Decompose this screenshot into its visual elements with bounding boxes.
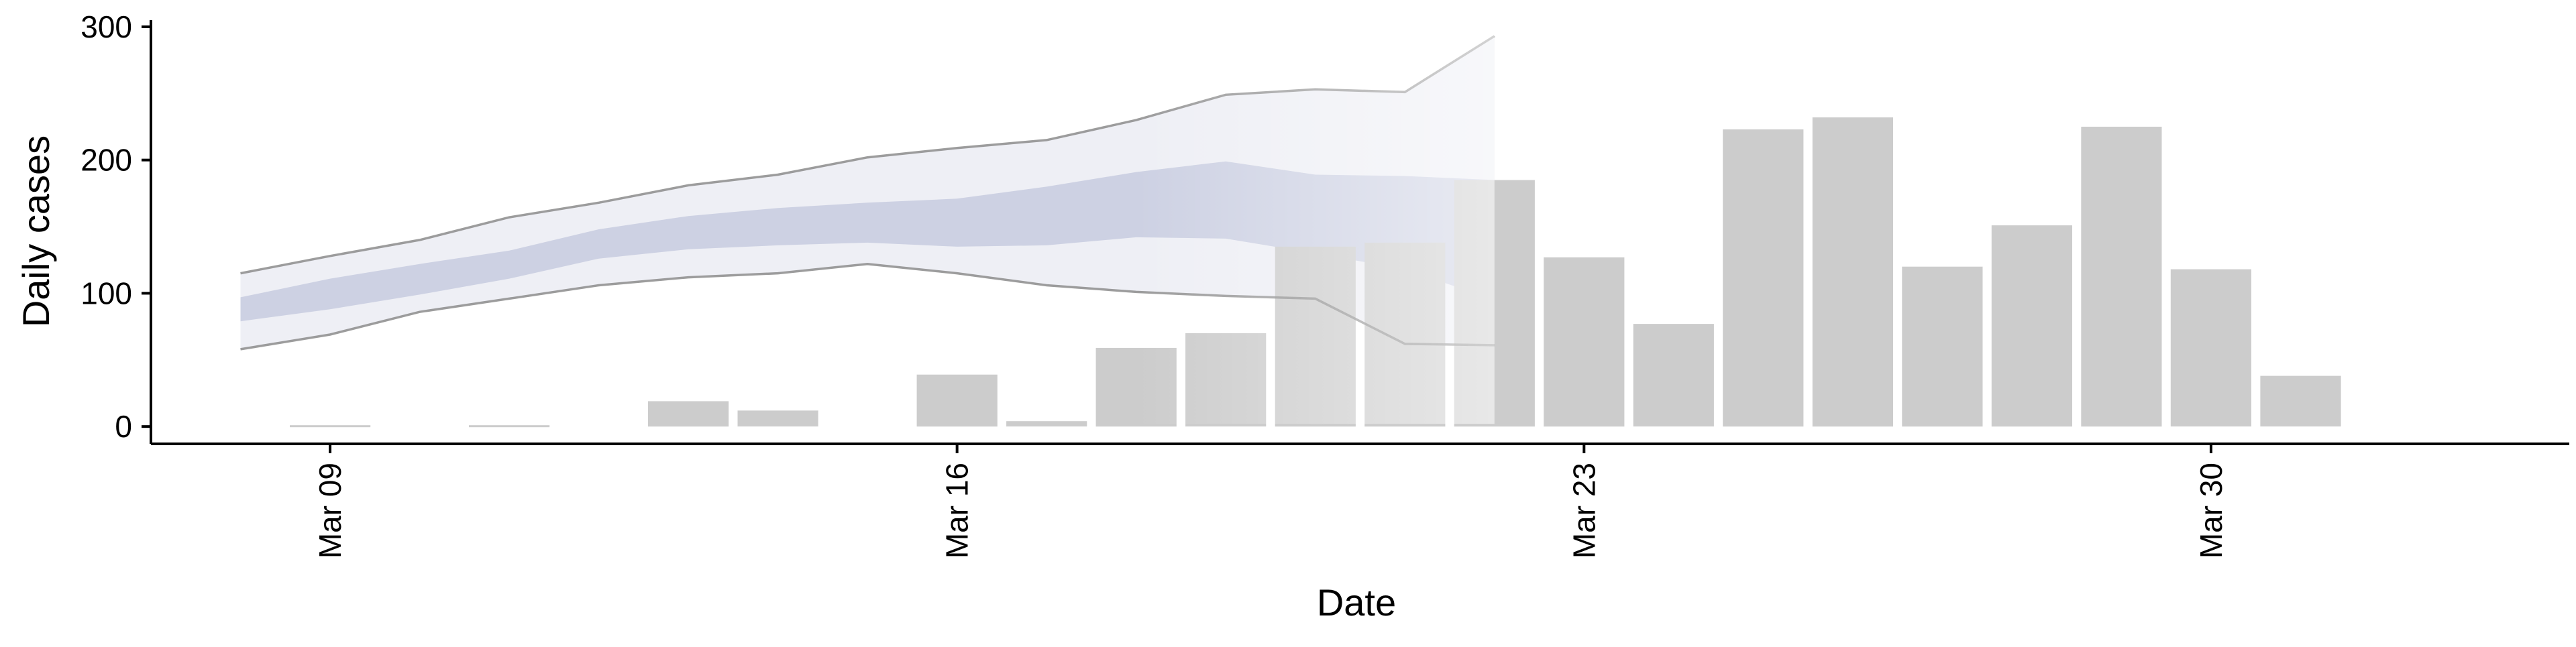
bar (1812, 117, 1893, 427)
forecast-fade-overlay (1136, 20, 1495, 424)
bar (916, 374, 998, 427)
y-tick-label: 200 (80, 143, 132, 178)
bar (737, 410, 818, 427)
x-tick-label: Mar 30 (2194, 463, 2229, 558)
x-tick-label: Mar 09 (313, 463, 347, 558)
bar (2260, 375, 2341, 427)
x-tick-label: Mar 16 (940, 463, 975, 558)
bar (1991, 225, 2072, 427)
bar (1544, 257, 1625, 427)
bar (1902, 266, 1983, 427)
bar (290, 425, 371, 428)
y-tick-label: 100 (80, 276, 132, 310)
bar (1633, 324, 1714, 427)
bar (1723, 129, 1804, 427)
bar (2170, 269, 2251, 427)
bar (1006, 421, 1087, 427)
bar (2081, 127, 2162, 427)
y-tick-label: 0 (115, 409, 132, 444)
x-tick-label: Mar 23 (1566, 463, 1601, 558)
forecast-line-layer (240, 20, 1495, 424)
bar (648, 401, 729, 427)
bar (469, 425, 550, 428)
x-axis-title: Date (1317, 581, 1396, 624)
y-axis-title: Daily cases (15, 135, 57, 327)
y-tick-label: 300 (80, 9, 132, 44)
axes-layer: 0 100 200 300 Mar 09 Mar 16 Mar 23 Mar 30 (80, 9, 2569, 558)
